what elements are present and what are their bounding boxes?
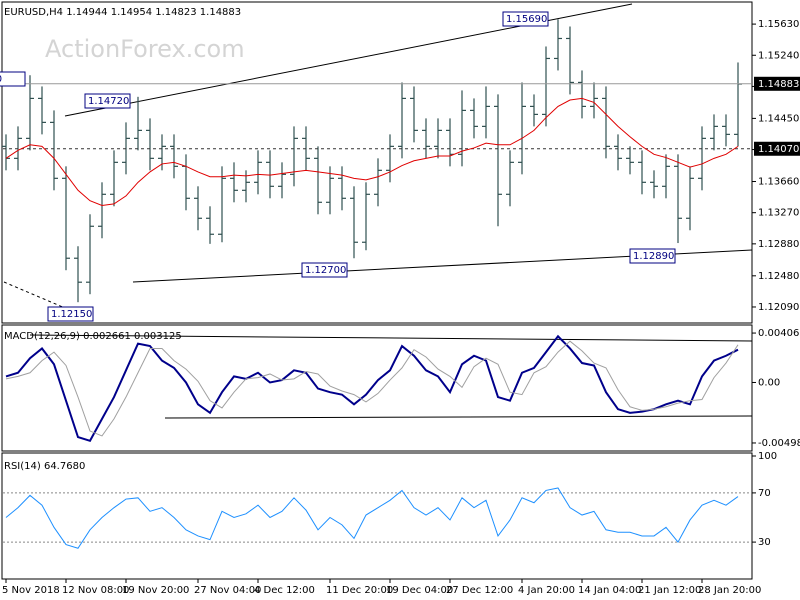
y-tick-label: 1.12880: [758, 239, 799, 250]
annotation-box: [502, 11, 549, 27]
annotation-box: [301, 262, 348, 278]
y-tick-label: 1.14450: [758, 113, 799, 124]
annotation: 1.12700: [305, 265, 346, 276]
y-tick-label: 0.004069: [758, 328, 800, 339]
price-label-box: [754, 141, 800, 156]
annotation: 1.15690: [506, 14, 547, 25]
series-line: [5, 97, 739, 207]
series-line: [5, 487, 739, 549]
x-tick-label: 4 Dec 12:00: [254, 585, 315, 596]
x-tick-label: 28 Jan 20:00: [698, 585, 761, 596]
y-tick-label: 1.13270: [758, 208, 799, 219]
annotation: 1.12150: [51, 309, 92, 320]
x-tick-label: 5 Nov 2018: [2, 585, 60, 596]
macd-trend-line: [29, 334, 753, 342]
y-tick-label: 1.13660: [758, 177, 799, 188]
y-tick-label: 70: [758, 488, 771, 499]
y-tick-label: 1.12480: [758, 271, 799, 282]
macd-trend-line: [164, 415, 753, 419]
x-tick-label: 12 Nov 08:00: [62, 585, 129, 596]
rsi-panel: [1, 452, 753, 580]
x-tick-label: 11 Dec 20:00: [326, 585, 393, 596]
y-tick-label: 1.12090: [758, 302, 799, 313]
y-tick-label: -0.004981: [758, 438, 800, 449]
annotation-box: [84, 93, 131, 109]
x-tick-label: 21 Jan 12:00: [638, 585, 701, 596]
annotation: 1.14720: [88, 96, 129, 107]
price-label: 1.14883: [758, 79, 799, 90]
macd-panel: [1, 324, 753, 452]
x-tick-label: 27 Nov 04:00: [194, 585, 261, 596]
panel-title: MACD(12,26,9) 0.002661 0.003125: [4, 331, 182, 342]
trend-line: [3, 281, 66, 309]
y-tick-label: 0.00: [758, 377, 780, 388]
price-label-box: [754, 76, 800, 91]
price-label: 1.14070: [758, 144, 799, 155]
annotation: 990: [0, 74, 2, 85]
x-tick-label: 27 Dec 12:00: [446, 585, 513, 596]
price-panel: [1, 1, 753, 324]
annotation: 1.12890: [633, 251, 674, 262]
series-line: [5, 340, 739, 437]
y-tick-label: 1.15240: [758, 50, 799, 61]
annotation-box: [47, 306, 94, 322]
y-tick-label: 100: [758, 451, 777, 462]
panel-title: RSI(14) 64.7680: [4, 461, 85, 472]
series-line: [5, 334, 739, 442]
x-tick-label: 4 Jan 20:00: [518, 585, 575, 596]
y-tick-label: 30: [758, 537, 771, 548]
panel-title: EURUSD,H4 1.14944 1.14954 1.14823 1.1488…: [4, 7, 241, 18]
x-tick-label: 14 Jan 04:00: [578, 585, 641, 596]
watermark: ActionForex.com: [45, 35, 245, 63]
x-tick-label: 19 Dec 04:00: [386, 585, 453, 596]
annotation-box: [0, 71, 26, 87]
x-tick-label: 19 Nov 20:00: [122, 585, 189, 596]
y-tick-label: 1.15630: [758, 19, 799, 30]
annotation-box: [629, 248, 676, 264]
